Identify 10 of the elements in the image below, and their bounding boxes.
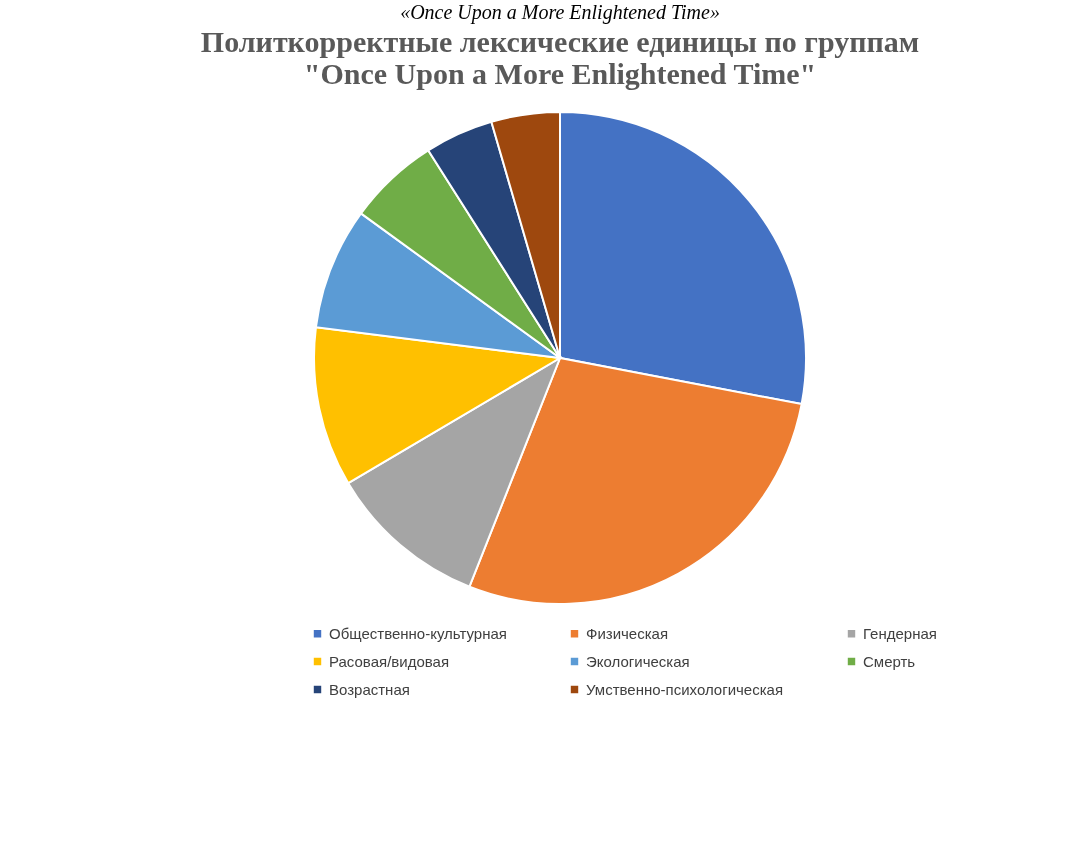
legend-label: Умственно-психологическая (586, 680, 784, 698)
chart-title: Политкорректные лексические единицы по группам "Once Upon a More Enlightened Time" (200, 25, 920, 90)
legend-label: Физическая (586, 624, 669, 642)
legend-label: Смерть (863, 652, 916, 670)
legend-label: Гендерная (863, 624, 937, 642)
legend-label: Экологическая (586, 652, 690, 670)
legend-label: Общественно-культурная (329, 624, 507, 642)
legend-label: Возрастная (329, 680, 410, 698)
legend-label: Расовая/видовая (329, 652, 449, 670)
text: «Once Upon a More Enlightened Time» (400, 1, 720, 24)
